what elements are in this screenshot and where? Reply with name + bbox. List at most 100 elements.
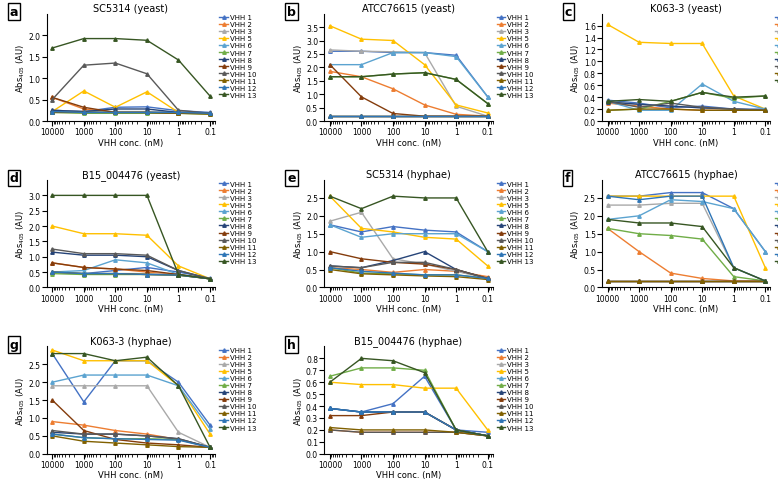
VHH 9 <box>142 110 152 116</box>
VHH 1 <box>205 422 215 428</box>
VHH 6 <box>47 109 57 115</box>
Line: VHH 2: VHH 2 <box>51 97 212 116</box>
Legend: VHH 1, VHH 2, VHH 3, VHH 5, VHH 6, VHH 7, VHH 8, VHH 9, VHH 10, VHH 11, VHH 12, : VHH 1, VHH 2, VHH 3, VHH 5, VHH 6, VHH 7… <box>494 345 537 433</box>
VHH 5 <box>420 235 429 241</box>
VHH 5 <box>603 194 612 200</box>
Text: c: c <box>565 6 573 19</box>
VHH 8 <box>729 279 738 285</box>
VHH 10 <box>47 427 57 433</box>
X-axis label: VHH conc. (nM): VHH conc. (nM) <box>98 305 163 313</box>
VHH 5 <box>420 386 429 391</box>
VHH 12 <box>388 270 398 276</box>
Line: VHH 11: VHH 11 <box>606 280 767 283</box>
VHH 8 <box>357 265 366 271</box>
VHH 12 <box>698 194 707 200</box>
VHH 5 <box>79 358 89 364</box>
VHH 8 <box>603 100 612 105</box>
VHH 1 <box>420 51 429 57</box>
VHH 13 <box>47 193 57 199</box>
Line: VHH 10: VHH 10 <box>328 115 489 119</box>
Text: g: g <box>9 338 19 351</box>
VHH 7 <box>357 365 366 371</box>
VHH 8 <box>388 258 398 264</box>
VHH 6 <box>420 231 429 237</box>
VHH 6 <box>173 383 183 389</box>
VHH 6 <box>729 99 738 105</box>
VHH 8 <box>142 107 152 113</box>
Title: B15_004476 (yeast): B15_004476 (yeast) <box>82 170 180 181</box>
VHH 12 <box>634 197 643 203</box>
VHH 9 <box>205 445 215 450</box>
VHH 3 <box>603 100 612 105</box>
VHH 7 <box>420 367 429 373</box>
Line: VHH 5: VHH 5 <box>51 225 212 281</box>
Text: f: f <box>565 172 570 185</box>
VHH 13 <box>420 71 429 77</box>
VHH 9 <box>420 409 429 415</box>
Line: VHH 8: VHH 8 <box>606 101 767 113</box>
Line: VHH 13: VHH 13 <box>51 194 212 281</box>
VHH 10 <box>110 431 120 437</box>
Text: a: a <box>9 6 18 19</box>
Line: VHH 5: VHH 5 <box>51 348 212 436</box>
VHH 12 <box>388 114 398 120</box>
VHH 10 <box>47 246 57 252</box>
VHH 8 <box>420 249 429 255</box>
VHH 5 <box>357 37 366 43</box>
VHH 1 <box>357 229 366 235</box>
VHH 1 <box>698 190 707 196</box>
VHH 9 <box>205 111 215 117</box>
VHH 5 <box>420 62 429 68</box>
VHH 7 <box>451 427 461 433</box>
VHH 10 <box>110 61 120 67</box>
VHH 9 <box>666 279 675 285</box>
VHH 10 <box>325 427 335 433</box>
VHH 10 <box>79 63 89 69</box>
VHH 7 <box>388 72 398 78</box>
VHH 1 <box>420 373 429 379</box>
VHH 2 <box>325 427 335 433</box>
VHH 3 <box>79 383 89 389</box>
VHH 8 <box>205 111 215 117</box>
Line: VHH 2: VHH 2 <box>328 266 489 279</box>
VHH 10 <box>761 108 770 114</box>
VHH 8 <box>110 253 120 259</box>
VHH 3 <box>483 276 492 282</box>
VHH 5 <box>388 229 398 235</box>
VHH 10 <box>173 108 183 114</box>
Line: VHH 9: VHH 9 <box>606 280 767 283</box>
VHH 2 <box>451 112 461 118</box>
VHH 3 <box>47 383 57 389</box>
VHH 13 <box>142 193 152 199</box>
VHH 8 <box>388 114 398 120</box>
Line: VHH 1: VHH 1 <box>328 50 489 100</box>
VHH 10 <box>729 279 738 285</box>
Line: VHH 7: VHH 7 <box>606 227 767 283</box>
VHH 5 <box>483 427 492 433</box>
VHH 8 <box>634 279 643 285</box>
VHH 12 <box>47 269 57 275</box>
VHH 8 <box>47 429 57 435</box>
Line: VHH 6: VHH 6 <box>606 83 767 113</box>
VHH 3 <box>47 108 57 114</box>
VHH 2 <box>388 429 398 435</box>
VHH 12 <box>420 272 429 278</box>
VHH 7 <box>483 102 492 107</box>
VHH 2 <box>388 87 398 93</box>
VHH 13 <box>761 94 770 100</box>
VHH 1 <box>451 427 461 433</box>
VHH 5 <box>47 347 57 353</box>
VHH 11 <box>173 111 183 117</box>
VHH 7 <box>666 233 675 239</box>
VHH 7 <box>142 272 152 278</box>
VHH 6 <box>205 276 215 282</box>
VHH 12 <box>79 435 89 441</box>
VHH 13 <box>666 99 675 105</box>
VHH 5 <box>634 41 643 46</box>
VHH 13 <box>761 279 770 285</box>
VHH 8 <box>110 431 120 437</box>
VHH 13 <box>451 77 461 83</box>
VHH 3 <box>729 265 738 271</box>
VHH 7 <box>483 433 492 439</box>
VHH 11 <box>761 108 770 114</box>
